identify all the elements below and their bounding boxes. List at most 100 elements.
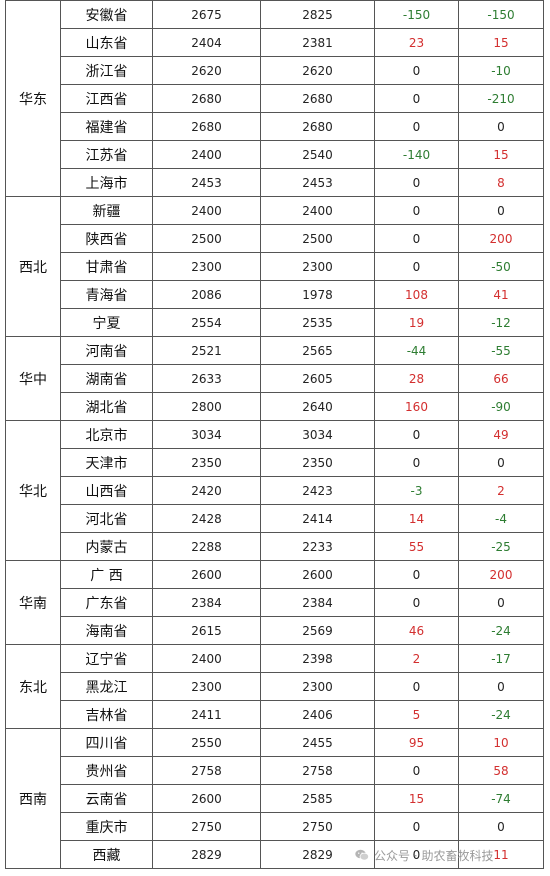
table-row: 西北 新疆 2400 2400 0 0 <box>5 196 544 337</box>
wechat-icon <box>355 849 370 861</box>
province-cell: 海南省 <box>60 616 153 645</box>
region-cell: 东北 <box>5 644 61 729</box>
change-1-cell: 2 <box>374 644 459 673</box>
price-b-cell: 2680 <box>260 84 375 113</box>
change-1-cell: 0 <box>374 196 459 225</box>
province-cell: 天津市 <box>60 448 153 477</box>
price-a-cell: 2615 <box>152 616 261 645</box>
price-a-cell: 2453 <box>152 168 261 197</box>
price-b-cell: 2680 <box>260 112 375 141</box>
price-b-cell: 2398 <box>260 644 375 673</box>
change-1-cell: 0 <box>374 588 459 617</box>
change-1-cell: 95 <box>374 728 459 757</box>
change-2-cell: 41 <box>458 280 544 309</box>
price-b-cell: 2423 <box>260 476 375 505</box>
change-1-cell: 19 <box>374 308 459 337</box>
change-2-cell: 8 <box>458 168 544 197</box>
price-b-cell: 1978 <box>260 280 375 309</box>
change-2-cell: 200 <box>458 224 544 253</box>
price-b-cell: 2381 <box>260 28 375 57</box>
change-1-cell: 0 <box>374 224 459 253</box>
change-2-cell: 0 <box>458 588 544 617</box>
table-row: 福建省 2680 2680 0 0 <box>6 112 544 141</box>
table-row: 河北省 2428 2414 14 -4 <box>6 504 544 533</box>
change-2-cell: -17 <box>458 644 544 673</box>
price-a-cell: 2400 <box>152 140 261 169</box>
change-2-cell: -12 <box>458 308 544 337</box>
table-row: 天津市 2350 2350 0 0 <box>6 448 544 477</box>
change-2-cell: -4 <box>458 504 544 533</box>
change-1-cell: 0 <box>374 448 459 477</box>
province-cell: 云南省 <box>60 784 153 813</box>
change-1-cell: 0 <box>374 168 459 197</box>
price-b-cell: 2414 <box>260 504 375 533</box>
price-b-cell: 2750 <box>260 812 375 841</box>
region-cell: 西南 <box>5 728 61 869</box>
price-b-cell: 2453 <box>260 168 375 197</box>
price-table: 华东 安徽省 2675 2825 -150 -150 山东省 2404 2381 23 15 浙江省 2… <box>5 0 544 869</box>
price-b-cell: 2384 <box>260 588 375 617</box>
province-cell: 河北省 <box>60 504 153 533</box>
table-row: 华中 河南省 2521 2565 -44 -55 <box>5 336 544 421</box>
price-b-cell: 2300 <box>260 672 375 701</box>
price-table-body: 华东 安徽省 2675 2825 -150 -150 山东省 2404 2381 23 15 浙江省 2… <box>5 0 544 869</box>
province-cell: 吉林省 <box>60 700 153 729</box>
province-cell: 江苏省 <box>60 140 153 169</box>
region-cell: 华中 <box>5 336 61 421</box>
province-cell: 西藏 <box>60 840 153 869</box>
price-b-cell: 2350 <box>260 448 375 477</box>
change-1-cell: 15 <box>374 784 459 813</box>
price-b-cell: 2640 <box>260 392 375 421</box>
table-row: 湖北省 2800 2640 160 -90 <box>6 392 544 421</box>
table-row: 华南广 西 2600 2600 0 200 <box>5 560 544 645</box>
price-a-cell: 2750 <box>152 812 261 841</box>
change-1-cell: 0 <box>374 560 459 589</box>
price-b-cell: 2535 <box>260 308 375 337</box>
price-b-cell: 2758 <box>260 756 375 785</box>
price-a-cell: 2600 <box>152 560 261 589</box>
price-b-cell: 3034 <box>260 420 375 449</box>
change-1-cell: 14 <box>374 504 459 533</box>
change-2-cell: -24 <box>458 700 544 729</box>
change-2-cell: -50 <box>458 252 544 281</box>
table-row: 湖南省 2633 2605 28 66 <box>6 364 544 393</box>
change-1-cell: 0 <box>374 252 459 281</box>
change-2-cell: 11 <box>458 840 544 869</box>
price-b-cell: 2540 <box>260 140 375 169</box>
table-row: 广东省 2384 2384 0 0 <box>6 588 544 617</box>
province-cell: 江西省 <box>60 84 153 113</box>
change-2-cell: 10 <box>458 728 544 757</box>
price-b-cell: 2605 <box>260 364 375 393</box>
price-a-cell: 2350 <box>152 448 261 477</box>
change-1-cell: 108 <box>374 280 459 309</box>
table-row: 山西省 2420 2423 -3 2 <box>6 476 544 505</box>
table-row: 东北 辽宁省 2400 2398 2 -17 <box>5 644 544 729</box>
table-row: 吉林省 2411 2406 5 -24 <box>6 700 544 729</box>
change-1-cell: 0 <box>374 56 459 85</box>
change-2-cell: 0 <box>458 448 544 477</box>
province-cell: 湖南省 <box>60 364 153 393</box>
change-2-cell: 2 <box>458 476 544 505</box>
price-a-cell: 2800 <box>152 392 261 421</box>
price-a-cell: 2420 <box>152 476 261 505</box>
table-row: 青海省 2086 1978 108 41 <box>6 280 544 309</box>
change-2-cell: -74 <box>458 784 544 813</box>
price-b-cell: 2569 <box>260 616 375 645</box>
change-1-cell: -3 <box>374 476 459 505</box>
table-row: 陕西省 2500 2500 0 200 <box>6 224 544 253</box>
province-cell: 辽宁省 <box>60 644 153 673</box>
table-row: 宁夏 2554 2535 19 -12 <box>6 308 544 337</box>
table-row: 华北 北京市 3034 3034 0 49 <box>5 420 544 561</box>
province-cell: 四川省 <box>60 728 153 757</box>
price-b-cell: 2500 <box>260 224 375 253</box>
change-1-cell: 55 <box>374 532 459 561</box>
change-1-cell: 0 <box>374 812 459 841</box>
table-row: 江西省 2680 2680 0 -210 <box>6 84 544 113</box>
price-a-cell: 2300 <box>152 672 261 701</box>
table-row: 华东 安徽省 2675 2825 -150 -150 <box>5 0 544 197</box>
change-2-cell: 0 <box>458 672 544 701</box>
price-b-cell: 2825 <box>260 0 375 29</box>
province-cell: 宁夏 <box>60 308 153 337</box>
price-a-cell: 2300 <box>152 252 261 281</box>
province-cell: 陕西省 <box>60 224 153 253</box>
